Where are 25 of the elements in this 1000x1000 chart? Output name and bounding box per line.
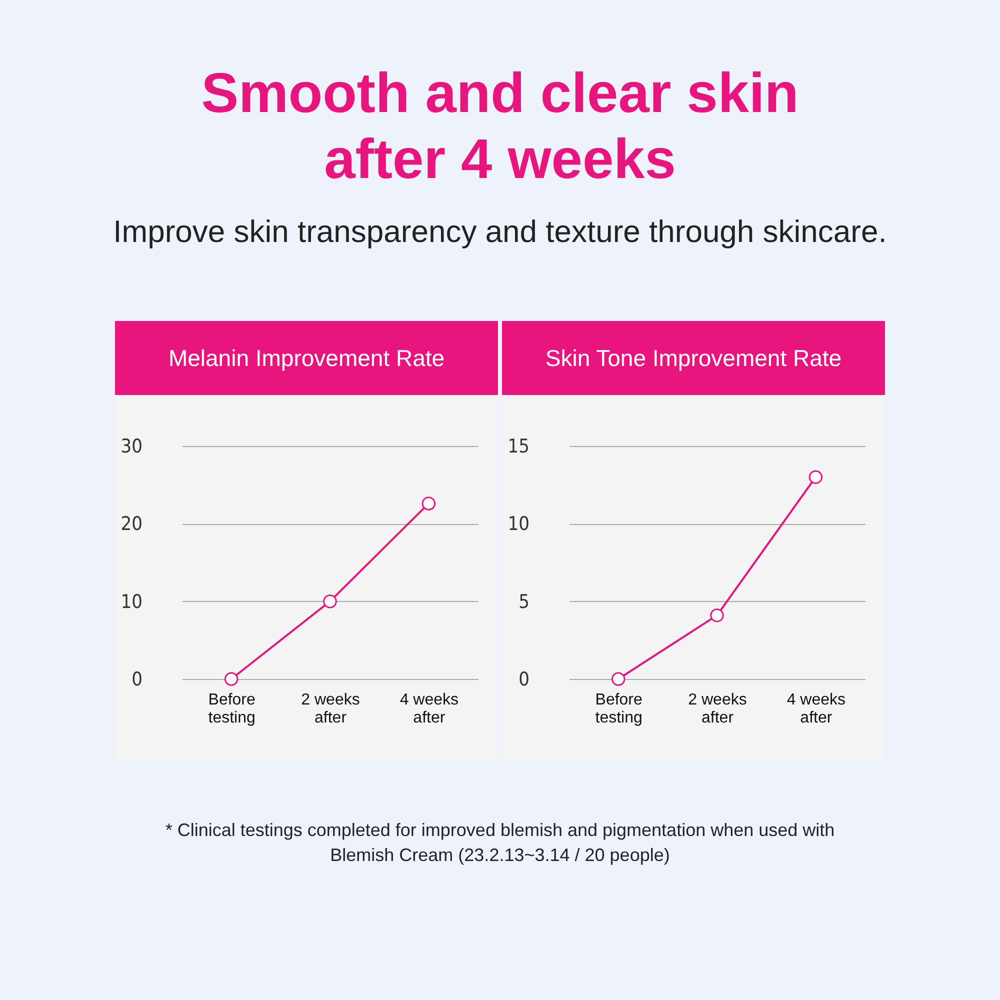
chart-title: Melanin Improvement Rate xyxy=(115,321,498,395)
x-tick-label: 2 weeks after xyxy=(301,692,360,726)
x-tick-label: Before testing xyxy=(208,692,256,726)
point xyxy=(224,672,238,686)
x-tick-label: Before testing xyxy=(595,692,643,726)
text: Smooth and clear skin after 4 weeks xyxy=(200,60,800,192)
point xyxy=(422,496,436,510)
point xyxy=(611,672,626,686)
text: * Clinical testings completed for improved blemish and pigmentation when used with Blemish Cream (23.2.13~3.14 / 20 people) xyxy=(164,819,836,867)
y-tick-label: 5 xyxy=(518,590,530,613)
point xyxy=(710,608,724,622)
y-tick-label: 0 xyxy=(518,668,530,690)
point xyxy=(808,470,823,484)
y-tick-label: 20 xyxy=(120,513,142,536)
text: Improve skin transparency and texture through skincare. xyxy=(112,214,888,250)
y-tick-label: 0 xyxy=(132,668,142,690)
y-tick-label: 10 xyxy=(508,513,530,536)
y-tick-label: 30 xyxy=(120,436,142,458)
x-tick-label: 4 weeks after xyxy=(786,692,846,726)
chart-title: Skin Tone Improvement Rate xyxy=(502,321,885,395)
point xyxy=(323,594,337,608)
x-tick-label: 2 weeks after xyxy=(688,692,747,726)
y-tick-label: 10 xyxy=(120,590,142,613)
y-tick-label: 15 xyxy=(508,436,530,458)
x-tick-label: 4 weeks after xyxy=(400,692,459,726)
